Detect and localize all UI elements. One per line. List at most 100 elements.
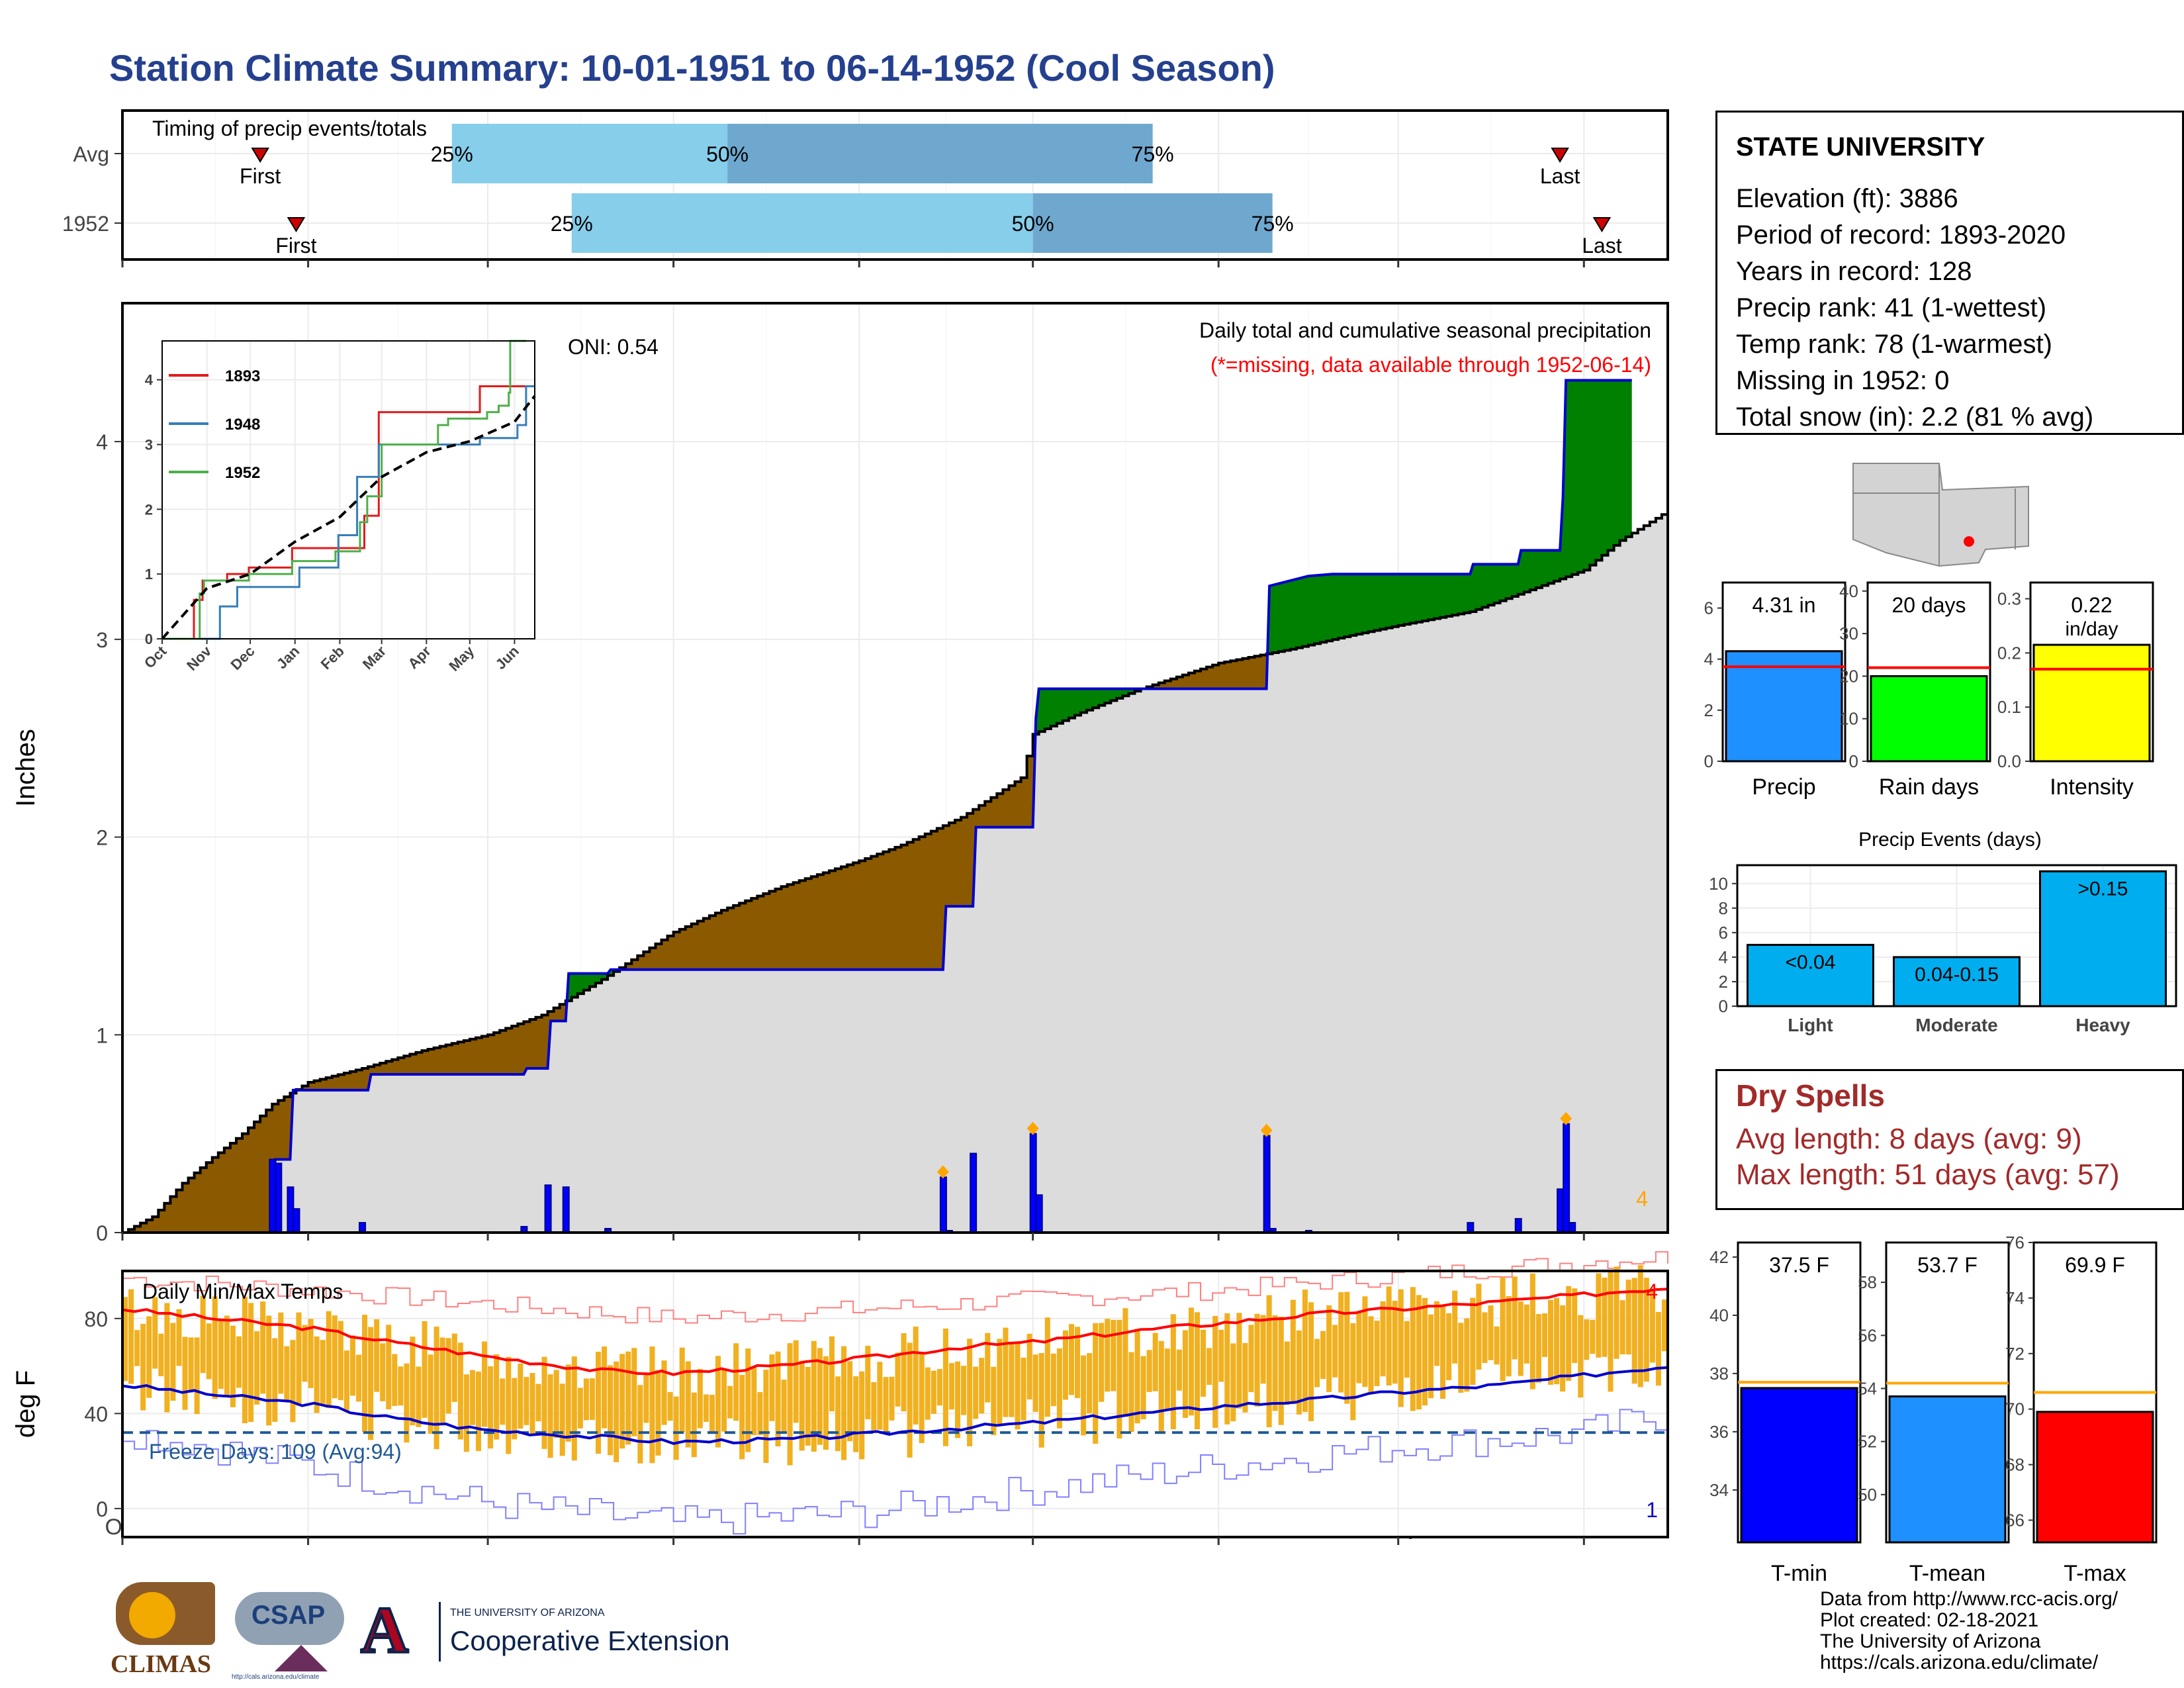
daily-temp-bar xyxy=(1344,1291,1350,1404)
daily-temp-bar xyxy=(1614,1266,1619,1359)
daily-temp-bar xyxy=(1619,1300,1625,1354)
timing-last-marker xyxy=(1551,148,1569,163)
daily-temp-bar xyxy=(1146,1350,1152,1392)
inset-ytick-label: 1 xyxy=(145,566,153,583)
precip-ytick-label: 1 xyxy=(96,1023,108,1047)
daily-precip-bar xyxy=(269,1158,277,1233)
daily-temp-bar xyxy=(1512,1276,1518,1360)
timing-bar-25-50 xyxy=(571,193,1033,253)
daily-temp-bar xyxy=(1410,1287,1416,1411)
daily-temp-bar xyxy=(1416,1295,1422,1410)
daily-temp-bar xyxy=(901,1333,907,1412)
precip-summary-ytick-label: 0 xyxy=(1849,751,1858,771)
daily-temp-bar xyxy=(1326,1305,1332,1392)
daily-temp-bar xyxy=(829,1336,835,1412)
daily-temp-bar xyxy=(463,1374,469,1452)
daily-temp-bar xyxy=(1422,1297,1428,1406)
daily-temp-bar xyxy=(404,1363,410,1443)
csap-text: CSAP xyxy=(251,1601,326,1630)
precip-summary-ytick-label: 0 xyxy=(1704,751,1713,771)
daily-temp-bar xyxy=(1470,1297,1476,1385)
daily-temp-bar xyxy=(1015,1343,1021,1430)
timing-last-label: Last xyxy=(1540,164,1580,188)
dry-spells-title: Dry Spells xyxy=(1736,1078,1885,1113)
temp-summary-ytick-label: 34 xyxy=(1709,1480,1729,1500)
daily-temp-bar xyxy=(811,1340,817,1452)
daily-temp-bar xyxy=(1003,1327,1009,1417)
daily-temp-bar xyxy=(1260,1315,1266,1384)
temp-title: Daily Min/Max Temps xyxy=(142,1280,343,1303)
daily-temp-bar xyxy=(146,1316,152,1398)
daily-temp-bar xyxy=(1075,1327,1081,1399)
precip-summary-axis-label: Intensity xyxy=(2050,774,2134,800)
daily-temp-bar xyxy=(1128,1352,1134,1432)
daily-temp-bar xyxy=(948,1363,955,1410)
events-ytick-label: 8 xyxy=(1719,898,1728,918)
daily-temp-bar xyxy=(349,1335,355,1396)
precip-summary-ytick-label: 20 xyxy=(1839,666,1858,686)
daily-temp-bar xyxy=(769,1354,775,1421)
inset-ytick-label: 2 xyxy=(145,501,153,518)
daily-temp-bar xyxy=(1044,1317,1050,1417)
daily-temp-bar xyxy=(164,1303,170,1413)
daily-temp-bar xyxy=(1062,1330,1068,1400)
daily-temp-bar xyxy=(535,1383,541,1422)
daily-temp-bar xyxy=(1296,1330,1302,1415)
temp-summary-ytick-label: 72 xyxy=(2005,1344,2025,1364)
station-name: STATE UNIVERSITY xyxy=(1736,132,1985,162)
daily-temp-bar xyxy=(1488,1305,1494,1360)
events-frame xyxy=(1736,864,2177,1008)
daily-temp-bar xyxy=(913,1327,919,1425)
timing-bar-25-50 xyxy=(451,124,728,183)
daily-temp-bar xyxy=(1541,1313,1547,1357)
daily-temp-bar xyxy=(655,1370,661,1456)
heavy-event-marker xyxy=(1260,1123,1273,1137)
daily-temp-bar xyxy=(1464,1318,1470,1392)
daily-temp-bar xyxy=(1236,1313,1242,1409)
map-land xyxy=(1852,463,2029,567)
inset-series-line xyxy=(162,340,526,640)
csap-mountain xyxy=(275,1645,328,1671)
daily-temp-bar xyxy=(1056,1348,1062,1429)
daily-temp-bar xyxy=(823,1356,829,1450)
daily-temp-bar xyxy=(1500,1278,1506,1382)
record-low-line xyxy=(122,1409,1668,1535)
daily-temp-bar xyxy=(955,1361,961,1438)
daily-temp-bar xyxy=(1230,1343,1236,1422)
daily-temp-bar xyxy=(451,1333,457,1402)
timing-p50-label: 50% xyxy=(706,142,749,166)
temp-summary-bar xyxy=(1888,1395,2007,1544)
daily-temp-bar xyxy=(386,1325,392,1410)
daily-temp-bar xyxy=(685,1361,691,1448)
daily-temp-bar xyxy=(608,1365,614,1456)
daily-temp-bar xyxy=(1458,1323,1464,1393)
events-ytick-label: 6 xyxy=(1719,923,1728,943)
precip-summary-panel: 20 days 0 10 20 30 40 Rain days xyxy=(1839,581,1991,800)
station-snow: Total snow (in): 2.2 (81 % avg) xyxy=(1736,402,2094,432)
precip-ytick-label: 2 xyxy=(96,826,108,850)
daily-temp-bar xyxy=(260,1301,266,1394)
precip-frame xyxy=(121,302,1669,1234)
daily-temp-bar xyxy=(1356,1312,1362,1383)
daily-temp-bar xyxy=(1506,1295,1512,1377)
timing-title: Timing of precip events/totals xyxy=(152,117,427,140)
daily-temp-bar xyxy=(637,1385,643,1464)
daily-temp-bar xyxy=(170,1323,176,1401)
daily-temp-bar xyxy=(1374,1321,1380,1386)
precip-summary-value-label: 0.22 xyxy=(2071,593,2112,617)
precip-summary-ytick-label: 0.3 xyxy=(1997,589,2021,609)
temp-summary-axis-label: T-max xyxy=(2064,1561,2126,1586)
climas-logo-sun xyxy=(129,1592,175,1638)
daily-temp-bar xyxy=(763,1370,769,1464)
daily-temp-bar xyxy=(1116,1319,1122,1439)
temperature-panel: Freeze Days: 109 (Avg:94) 0 40 80 deg F Daily… xyxy=(11,1251,1669,1545)
daily-temp-bar xyxy=(1535,1314,1541,1383)
precip-ylabel: Inches xyxy=(11,729,40,807)
daily-temp-bar xyxy=(1320,1331,1326,1380)
daily-temp-bar xyxy=(853,1376,859,1452)
daily-temp-bar xyxy=(494,1354,500,1440)
daily-temp-bar xyxy=(1608,1270,1614,1392)
daily-temp-bar xyxy=(206,1323,212,1380)
daily-temp-bar xyxy=(1050,1353,1056,1407)
